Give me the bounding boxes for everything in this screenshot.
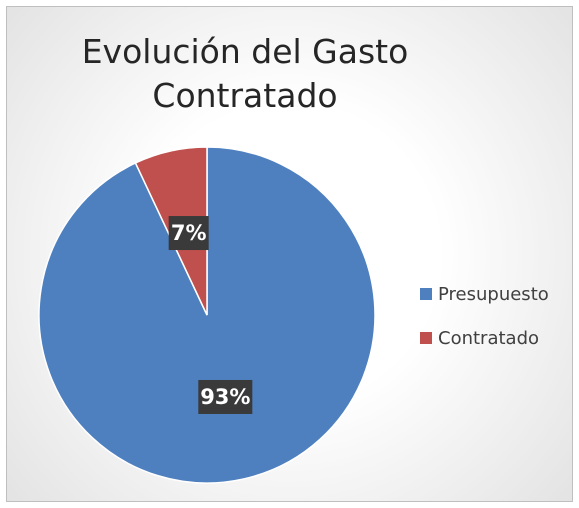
legend-label: Presupuesto (438, 284, 549, 305)
chart-title: Evolución del Gasto Contratado (81, 32, 409, 115)
data-label-box (198, 379, 253, 414)
data-label: 93% (200, 385, 250, 409)
legend-swatch (420, 332, 432, 344)
legend-swatch (420, 288, 432, 300)
legend-label: Contratado (438, 328, 539, 349)
data-label: 7% (171, 221, 207, 245)
data-label-box (168, 216, 209, 251)
